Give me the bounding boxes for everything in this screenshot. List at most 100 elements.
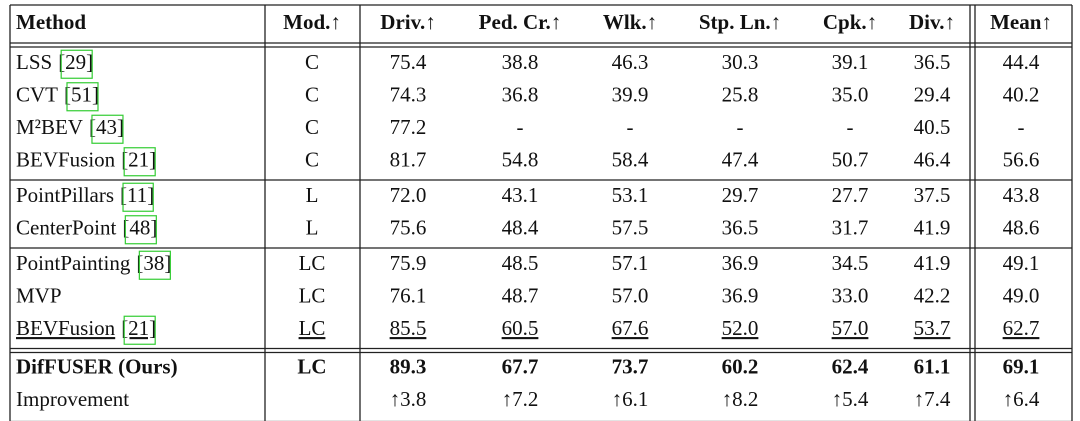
header-cell: Stp. Ln.↑: [699, 10, 781, 34]
value-cell: 72.0: [390, 183, 427, 207]
value-cell: 39.9: [612, 83, 649, 107]
value-cell: ↑6.4: [1003, 387, 1040, 411]
value-cell: 77.2: [390, 115, 427, 139]
value-cell: 36.8: [502, 83, 539, 107]
value-cell: -: [1018, 115, 1025, 139]
modality: LC: [299, 316, 326, 340]
value-cell: 29.4: [914, 83, 951, 107]
modality: C: [305, 83, 319, 107]
method-name: PointPillars: [16, 183, 114, 207]
value-cell: 48.4: [502, 216, 539, 240]
method-name: BEVFusion: [16, 316, 116, 340]
citation-box: [124, 215, 157, 245]
value-cell: 50.7: [832, 148, 869, 172]
citation-box: [66, 82, 99, 112]
method-name: BEVFusion: [16, 148, 116, 172]
modality: C: [305, 148, 319, 172]
value-cell: 75.9: [390, 251, 427, 275]
value-cell: 38.8: [502, 50, 539, 74]
value-cell: 76.1: [390, 284, 427, 308]
header-cell: Mod.↑: [283, 10, 341, 34]
citation: [21]: [121, 316, 156, 340]
modality: C: [305, 115, 319, 139]
method-name: CVT: [16, 83, 58, 107]
citation: [29]: [58, 50, 93, 74]
value-cell: 48.6: [1003, 216, 1040, 240]
value-cell: 30.3: [722, 50, 759, 74]
value-cell: 60.5: [502, 316, 539, 340]
value-cell: 53.7: [914, 316, 951, 340]
value-cell: 62.4: [832, 355, 869, 379]
value-cell: 35.0: [832, 83, 869, 107]
citation-box: [122, 182, 154, 212]
citation: [38]: [136, 251, 171, 275]
value-cell: 57.0: [832, 316, 869, 340]
citation: [43]: [89, 115, 124, 139]
value-cell: 36.9: [722, 251, 759, 275]
value-cell: 56.6: [1003, 148, 1040, 172]
value-cell: 52.0: [722, 316, 759, 340]
value-cell: 29.7: [722, 183, 759, 207]
value-cell: 36.5: [914, 50, 951, 74]
method-name: Improvement: [16, 387, 129, 411]
value-cell: 48.5: [502, 251, 539, 275]
citation-box: [91, 114, 124, 144]
value-cell: 34.5: [832, 251, 869, 275]
value-cell: 33.0: [832, 284, 869, 308]
value-cell: 67.6: [612, 316, 649, 340]
value-cell: 69.1: [1003, 355, 1040, 379]
value-cell: 57.5: [612, 216, 649, 240]
modality: LC: [299, 251, 326, 275]
method-name: LSS: [16, 50, 52, 74]
value-cell: 36.5: [722, 216, 759, 240]
value-cell: 73.7: [612, 355, 649, 379]
value-cell: 89.3: [390, 355, 427, 379]
header-cell: Wlk.↑: [603, 10, 657, 34]
citation-box: [123, 147, 156, 177]
value-cell: 61.1: [914, 355, 951, 379]
value-cell: 48.7: [502, 284, 539, 308]
header-cell: Cpk.↑: [823, 10, 877, 34]
header-cell: Ped. Cr.↑: [479, 10, 562, 34]
value-cell: 57.0: [612, 284, 649, 308]
value-cell: 41.9: [914, 251, 951, 275]
citation: [11]: [120, 183, 154, 207]
citation: [51]: [64, 83, 99, 107]
value-cell: 44.4: [1003, 50, 1040, 74]
value-cell: 31.7: [832, 216, 869, 240]
value-cell: ↑3.8: [390, 387, 427, 411]
citation: [21]: [121, 148, 156, 172]
value-cell: 37.5: [914, 183, 951, 207]
citation: [48]: [122, 216, 157, 240]
citation-box: [123, 315, 156, 345]
value-cell: 47.4: [722, 148, 759, 172]
value-cell: ↑6.1: [612, 387, 649, 411]
method-name: PointPainting: [16, 251, 131, 275]
method-name: DifFUSER (Ours): [16, 355, 178, 379]
value-cell: 85.5: [390, 316, 427, 340]
value-cell: 39.1: [832, 50, 869, 74]
modality: LC: [299, 284, 326, 308]
value-cell: 43.8: [1003, 183, 1040, 207]
value-cell: -: [847, 115, 854, 139]
modality: LC: [297, 355, 326, 379]
modality: L: [306, 183, 319, 207]
value-cell: 75.4: [390, 50, 427, 74]
value-cell: 54.8: [502, 148, 539, 172]
value-cell: ↑7.2: [502, 387, 539, 411]
value-cell: 41.9: [914, 216, 951, 240]
method-name: CenterPoint: [16, 216, 116, 240]
value-cell: -: [737, 115, 744, 139]
method-name: MVP: [16, 284, 62, 308]
value-cell: 42.2: [914, 284, 951, 308]
value-cell: 75.6: [390, 216, 427, 240]
value-cell: 58.4: [612, 148, 649, 172]
value-cell: 27.7: [832, 183, 869, 207]
header-cell: Method: [16, 10, 86, 34]
modality: L: [306, 216, 319, 240]
value-cell: 81.7: [390, 148, 427, 172]
value-cell: 46.3: [612, 50, 649, 74]
value-cell: ↑8.2: [722, 387, 759, 411]
value-cell: 46.4: [914, 148, 951, 172]
